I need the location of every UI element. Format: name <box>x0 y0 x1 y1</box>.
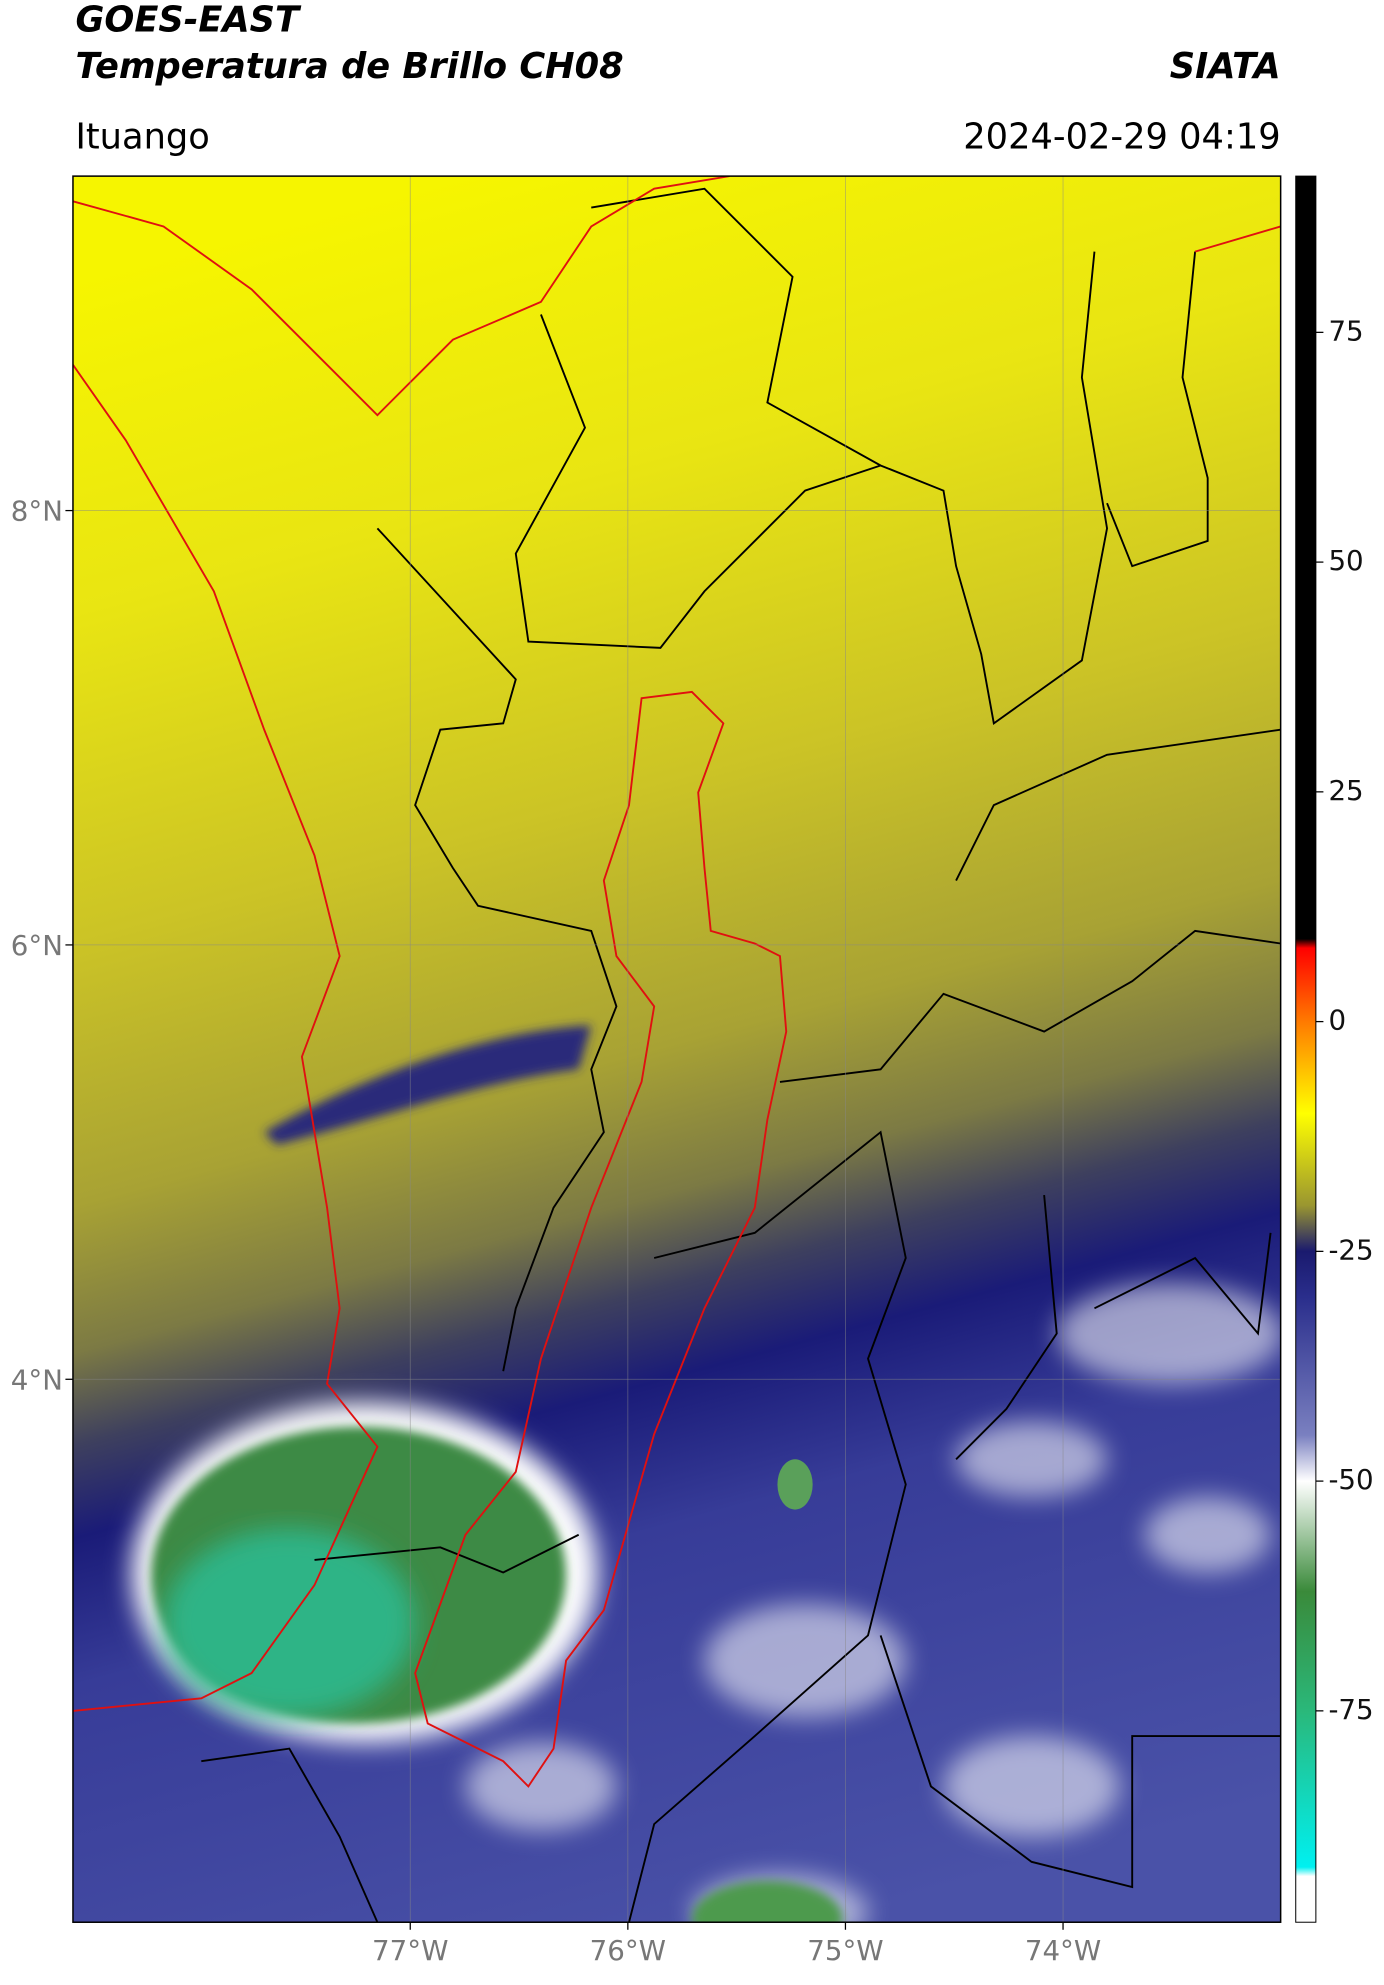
source: SIATA <box>1170 46 1281 87</box>
grid <box>72 176 1281 1923</box>
coastline-and-basin <box>72 176 1281 1788</box>
colorbar-tick-label: 75 <box>1328 314 1363 347</box>
figure-body: GOES-EAST Temperatura de Brillo CH08 SIA… <box>11 0 1374 1967</box>
colorbar-tick-label: 25 <box>1328 774 1363 807</box>
storm-coldest <box>163 1528 416 1718</box>
x-tick-label: 76°W <box>590 1934 666 1967</box>
borders <box>201 187 1281 1923</box>
colorbar-tick-label: 50 <box>1328 544 1363 577</box>
colorbar-tick-label: 0 <box>1328 1004 1346 1037</box>
x-tick-label: 74°W <box>1025 1934 1101 1967</box>
y-tick-label: 8°N <box>11 495 63 528</box>
x-tick-label: 77°W <box>372 1934 448 1967</box>
cold-band <box>264 1025 592 1145</box>
colorbar-tick-label: -25 <box>1328 1233 1373 1266</box>
title: GOES-EAST <box>75 0 302 40</box>
colorbar-tick-label: -50 <box>1328 1463 1373 1496</box>
ticks: 8°N 6°N 4°N 77°W 76°W 75°W 74°W 75 50 25 0 -25 -50 -7… <box>11 314 1374 1967</box>
cloud-green <box>691 1880 843 1923</box>
colorbar <box>1295 175 1317 1923</box>
cloud-green <box>777 1459 813 1510</box>
map-image <box>72 176 1281 1923</box>
cloud-tops <box>465 1283 1281 1923</box>
location: Ituango <box>75 116 209 157</box>
subtitle: Temperatura de Brillo CH08 <box>75 46 623 87</box>
y-tick-label: 6°N <box>11 929 63 962</box>
colorbar-tick-label: -75 <box>1328 1693 1373 1726</box>
map-frame <box>72 175 1282 1923</box>
y-tick-label: 4°N <box>11 1363 63 1396</box>
datetime: 2024-02-29 04:19 <box>963 116 1280 157</box>
x-tick-label: 75°W <box>807 1934 883 1967</box>
